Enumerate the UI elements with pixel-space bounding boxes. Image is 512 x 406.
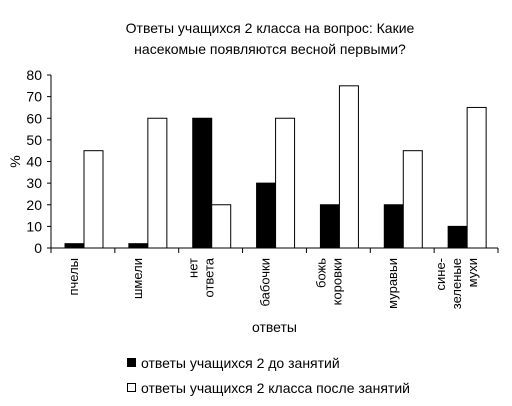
x-category-label-0-line-0: пчелы xyxy=(66,258,81,296)
legend-swatch-before xyxy=(127,358,136,367)
y-tick-label-50: 50 xyxy=(26,132,42,148)
chart-legend: ответы учащихся 2 до занятий ответы учащ… xyxy=(127,350,410,400)
legend-swatch-after xyxy=(127,383,136,392)
x-category-label-2-line-1: ответа xyxy=(202,257,217,297)
x-category-label-3: бабочки xyxy=(258,258,273,307)
x-category-label-4-line-0: божь xyxy=(313,258,328,288)
y-tick-label-40: 40 xyxy=(26,154,42,170)
bar-after-2 xyxy=(211,204,232,249)
bar-before-5 xyxy=(383,204,404,249)
y-tick-label-30: 30 xyxy=(26,175,42,191)
bar-after-3 xyxy=(275,117,296,249)
legend-label-after: ответы учащихся 2 класса после занятий xyxy=(141,379,410,396)
y-tick-label-60: 60 xyxy=(26,110,42,126)
y-tick-label-80: 80 xyxy=(26,67,42,83)
x-category-label-4-line-1: коровки xyxy=(329,258,344,305)
legend-label-before: ответы учащихся 2 до занятий xyxy=(141,354,340,371)
bar-before-6 xyxy=(447,225,468,249)
chart-title-line-2: насекомые появляются весной первыми? xyxy=(134,41,406,57)
bar-before-2 xyxy=(192,117,213,249)
x-category-label-6: сине-зеленыемухи xyxy=(433,258,480,309)
bar-before-1 xyxy=(128,243,149,249)
x-category-label-6-line-0: сине- xyxy=(433,258,448,291)
bar-before-3 xyxy=(256,182,277,249)
x-category-label-1-line-0: шмели xyxy=(130,258,145,299)
bar-after-4 xyxy=(338,85,359,249)
legend-item-before: ответы учащихся 2 до занятий xyxy=(127,350,410,375)
x-category-label-6-line-2: мухи xyxy=(465,258,480,287)
y-tick-label-0: 0 xyxy=(34,240,42,256)
bar-before-4 xyxy=(319,204,340,249)
y-axis-label: % xyxy=(7,155,23,167)
x-category-label-1: шмели xyxy=(130,258,145,299)
x-category-label-3-line-0: бабочки xyxy=(258,258,273,307)
x-axis-label: ответы xyxy=(252,319,297,335)
bar-after-1 xyxy=(147,117,168,249)
bar-before-0 xyxy=(64,243,85,249)
y-tick-label-70: 70 xyxy=(26,89,42,105)
x-category-label-2-line-0: нет xyxy=(186,258,201,278)
x-category-label-5-line-0: муравьи xyxy=(385,258,400,309)
chart-title: Ответы учащихся 2 класса на вопрос: Каки… xyxy=(40,18,500,60)
bar-after-0 xyxy=(83,150,104,249)
legend-item-after: ответы учащихся 2 класса после занятий xyxy=(127,375,410,400)
x-category-label-2: нетответа xyxy=(186,257,217,297)
x-category-label-4: божькоровки xyxy=(313,258,344,306)
x-category-label-5: муравьи xyxy=(385,258,400,309)
y-tick-label-20: 20 xyxy=(26,197,42,213)
y-tick-label-10: 10 xyxy=(26,218,42,234)
chart-title-line-1: Ответы учащихся 2 класса на вопрос: Каки… xyxy=(125,20,415,36)
x-category-label-6-line-1: зеленые xyxy=(449,258,464,309)
bar-after-5 xyxy=(402,150,423,249)
x-category-label-0: пчелы xyxy=(66,258,81,296)
bar-after-6 xyxy=(466,106,487,249)
